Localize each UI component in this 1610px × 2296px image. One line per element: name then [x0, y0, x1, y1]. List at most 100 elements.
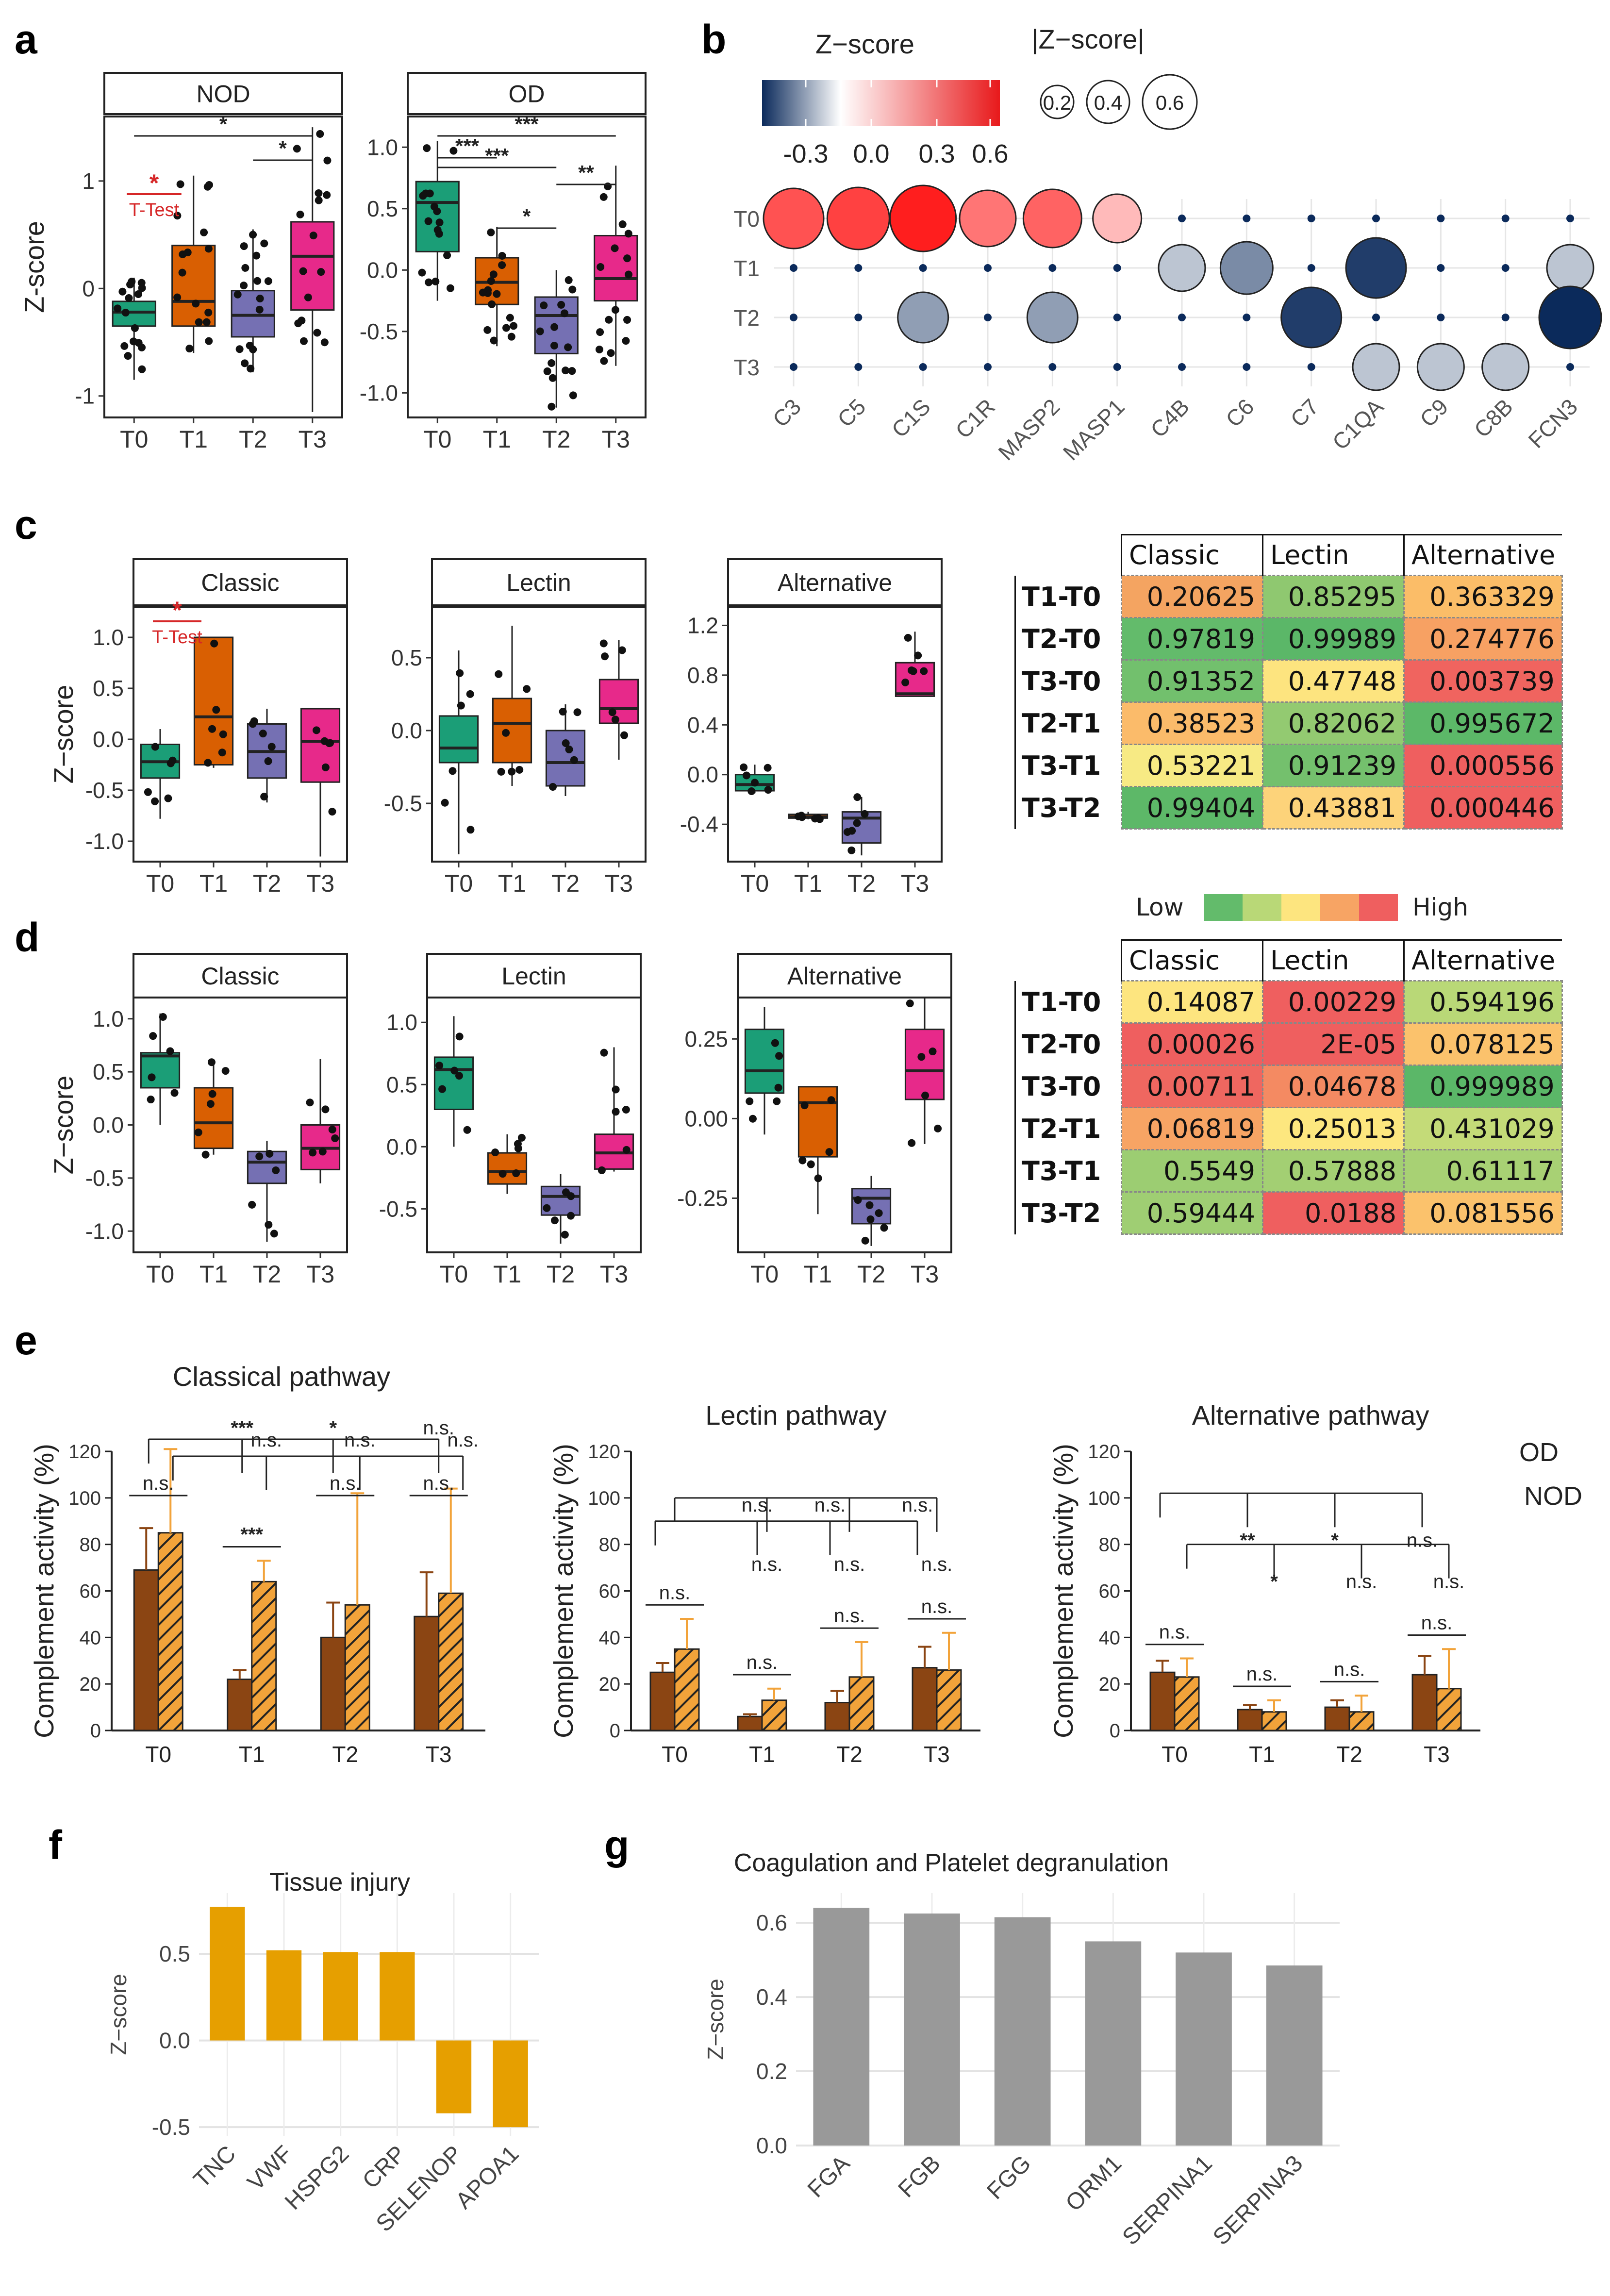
table-row: T2-T0 0.97819 0.99989 0.274776: [1014, 617, 1563, 661]
x-tick-label: CRP: [358, 2141, 411, 2194]
dot-C6-T1: [1219, 241, 1274, 295]
data-point: [241, 359, 249, 367]
panel-label-e: e: [15, 1317, 37, 1363]
data-point: [463, 1126, 471, 1134]
data-point: [618, 220, 627, 229]
dot-C1QA-T1: [1345, 237, 1407, 299]
dot-small: [1372, 215, 1380, 222]
y-tick-label: -0.5: [379, 1196, 417, 1221]
dot-C3-T0: [763, 187, 825, 250]
data-point: [309, 232, 317, 240]
data-point: [265, 1221, 273, 1229]
dot-small: [1437, 215, 1445, 222]
heat-legend-step: [1204, 894, 1243, 921]
data-point: [798, 813, 806, 821]
data-point: [853, 793, 862, 801]
sig-label: n.s.: [1407, 1530, 1438, 1551]
table-cell: 0.003739: [1403, 659, 1563, 703]
facet-strip: [431, 558, 647, 606]
data-point: [259, 730, 267, 738]
x-tick-label: T3: [911, 1261, 939, 1288]
panel-label-d: d: [15, 915, 39, 960]
sig-label: n.s.: [742, 1495, 773, 1516]
bar-FGG: [994, 1917, 1051, 2146]
x-tick-label: T1: [239, 1742, 265, 1767]
table-column-header: Classic: [1121, 939, 1263, 981]
panel-label-c: c: [15, 502, 37, 548]
dot-small: [984, 264, 992, 272]
data-point: [623, 316, 631, 324]
chart-title: Classical pathway: [173, 1361, 390, 1392]
data-point: [272, 1166, 280, 1174]
x-tick-label: T1: [199, 1261, 228, 1288]
y-tick-label: 0.8: [687, 663, 718, 688]
dot-small: [1113, 264, 1121, 272]
dot-C1S-T0: [889, 184, 957, 252]
y-tick-label: 40: [80, 1627, 101, 1648]
dot-small: [1566, 215, 1574, 222]
data-point: [435, 230, 443, 238]
dot-small: [1113, 314, 1121, 321]
bar-OD-T2: [1324, 1706, 1350, 1731]
y-tick-label: 80: [80, 1534, 101, 1556]
data-point: [483, 326, 492, 334]
pair-sig-label: n.s.: [834, 1605, 865, 1627]
table-cell: 0.47748: [1262, 659, 1405, 703]
data-point: [550, 342, 558, 350]
y-tick-label: 0.0: [159, 2028, 190, 2053]
y-tick-label: 40: [599, 1627, 621, 1648]
data-point: [798, 1156, 807, 1165]
sig-label: ***: [515, 113, 539, 135]
data-point: [148, 1073, 156, 1081]
table-column-header: Lectin: [1262, 534, 1404, 576]
chart-g: Coagulation and Platelet degranulation 0.…: [703, 1849, 1340, 2250]
data-point: [321, 1105, 330, 1114]
data-point: [318, 1148, 327, 1156]
data-point: [147, 1096, 155, 1104]
sig-label: n.s.: [448, 1430, 479, 1451]
dot-small: [1113, 363, 1121, 371]
chart-d-Classic: Classic -1.0 -0.5 0.0 0.5 1.0 T0 T1 T2 T3 Z−score: [48, 953, 348, 1288]
data-point: [562, 366, 570, 375]
data-point: [774, 1083, 782, 1092]
x-tick-label: T2: [857, 1261, 885, 1288]
y-tick-label: -0.5: [85, 1165, 124, 1191]
table-cell: 0.82062: [1262, 701, 1405, 745]
data-point: [601, 652, 609, 661]
table-column-header: Lectin: [1262, 939, 1404, 981]
data-point: [861, 1236, 869, 1245]
x-tick-label: T3: [426, 1742, 452, 1767]
x-tick-label: T3: [924, 1742, 950, 1767]
y-tick-label: 80: [599, 1534, 621, 1556]
table-cell: 0.0188: [1262, 1191, 1405, 1235]
data-point: [764, 764, 772, 772]
table-cell: 0.06819: [1121, 1107, 1263, 1150]
data-point: [466, 826, 475, 834]
data-point: [316, 130, 324, 138]
data-point: [320, 338, 329, 347]
data-point: [206, 1100, 215, 1108]
data-point: [321, 763, 330, 771]
y-tick-label: 0.0: [386, 1134, 417, 1159]
data-point: [557, 300, 565, 309]
dot-small: [1307, 264, 1315, 272]
data-point: [612, 1108, 620, 1116]
col-label: MASP1: [1058, 394, 1129, 465]
table-column-header: Classic: [1121, 534, 1263, 576]
bar-OD-T0: [649, 1671, 676, 1731]
data-point: [443, 251, 451, 260]
size-legend-circle: [1142, 74, 1198, 130]
table-row: T3-T0 0.00711 0.04678 0.999989: [1014, 1065, 1563, 1108]
data-point: [450, 1066, 459, 1075]
y-tick-label: -0.5: [85, 778, 124, 803]
pair-sig-label: n.s.: [659, 1582, 690, 1603]
ttest-star: *: [172, 597, 182, 624]
data-point: [611, 306, 619, 314]
heat-legend-step: [1281, 894, 1320, 921]
data-point: [566, 1212, 575, 1220]
data-point: [598, 1166, 606, 1174]
data-point: [875, 1209, 883, 1217]
data-point: [742, 771, 750, 780]
data-point: [138, 284, 146, 292]
bar-SERPINA3: [1266, 1965, 1323, 2146]
